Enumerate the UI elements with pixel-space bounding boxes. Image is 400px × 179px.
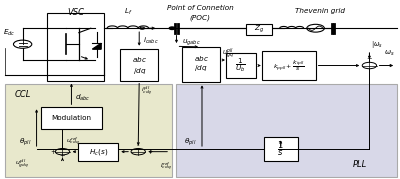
Text: +: + — [147, 149, 152, 155]
Text: $E_{dc}$: $E_{dc}$ — [3, 28, 15, 38]
Text: Point of Connetion: Point of Connetion — [167, 5, 233, 11]
Text: VSC: VSC — [67, 8, 84, 17]
Text: $H_c(s)$: $H_c(s)$ — [89, 147, 108, 157]
Text: $/dq$: $/dq$ — [194, 63, 208, 73]
Polygon shape — [92, 43, 101, 49]
Text: $Z_g$: $Z_g$ — [254, 24, 264, 35]
Text: $\theta_{pll}$: $\theta_{pll}$ — [19, 136, 31, 148]
Text: $u_{gdq}^{pll}$: $u_{gdq}^{pll}$ — [15, 158, 29, 170]
Text: $abc$: $abc$ — [132, 55, 147, 64]
Text: (POC): (POC) — [190, 14, 210, 21]
Bar — [46, 13, 104, 81]
Text: $|\omega_s$: $|\omega_s$ — [371, 38, 383, 50]
Bar — [120, 49, 158, 81]
Text: $\dfrac{1}{s}$: $\dfrac{1}{s}$ — [277, 140, 284, 158]
Bar — [40, 107, 102, 129]
Text: $u_{gabc}$: $u_{gabc}$ — [182, 37, 201, 48]
Text: $I_{cdq}^{ref}$: $I_{cdq}^{ref}$ — [160, 161, 172, 173]
Text: +: + — [50, 149, 56, 155]
Text: PLL: PLL — [353, 159, 368, 169]
Text: +: + — [366, 56, 371, 62]
Text: $k_{ppll}+\dfrac{k_{ipll}}{s}$: $k_{ppll}+\dfrac{k_{ipll}}{s}$ — [273, 58, 304, 73]
Text: $i_{cabc}$: $i_{cabc}$ — [144, 36, 159, 46]
Text: CCL: CCL — [15, 90, 31, 98]
Text: $abc$: $abc$ — [194, 54, 208, 63]
Text: Modulation: Modulation — [52, 115, 92, 121]
Text: -: - — [137, 142, 140, 148]
Text: $u_{cdq}^{ref}$: $u_{cdq}^{ref}$ — [66, 136, 80, 148]
Text: +: + — [60, 153, 65, 159]
Bar — [264, 137, 298, 161]
Text: $u_{gq}^{pll}$: $u_{gq}^{pll}$ — [222, 47, 234, 61]
Text: $\theta_{pll}$: $\theta_{pll}$ — [184, 136, 197, 148]
Text: $\omega_s$: $\omega_s$ — [384, 49, 394, 58]
Bar — [262, 51, 316, 80]
Bar — [5, 84, 172, 176]
Bar — [176, 84, 397, 176]
Text: $L_f$: $L_f$ — [124, 6, 132, 17]
Text: $\dfrac{1}{U_b}$: $\dfrac{1}{U_b}$ — [236, 57, 246, 74]
Text: $i_{cdq}^{pll}$: $i_{cdq}^{pll}$ — [141, 84, 153, 97]
Bar — [78, 143, 118, 161]
Bar — [182, 47, 220, 82]
Text: $d_{abc}$: $d_{abc}$ — [76, 93, 91, 103]
Circle shape — [169, 27, 175, 30]
Text: $/dq$: $/dq$ — [132, 66, 146, 76]
Text: Thevenin grid: Thevenin grid — [294, 8, 344, 14]
Bar — [226, 53, 256, 78]
Bar — [246, 24, 272, 35]
